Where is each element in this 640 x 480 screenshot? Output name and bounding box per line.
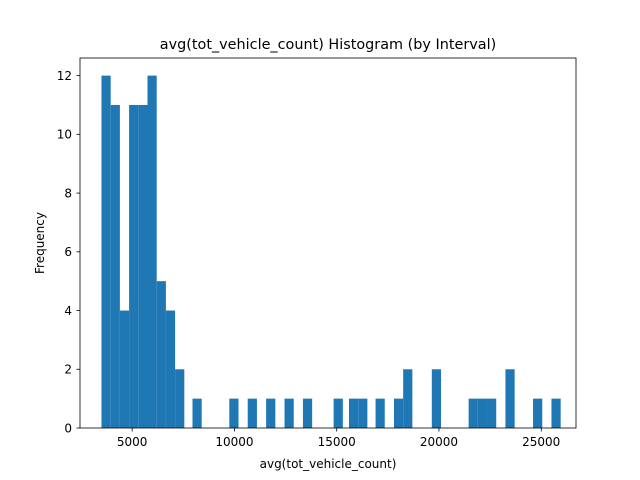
y-tick-label: 12 (57, 69, 72, 83)
histogram-bar (156, 281, 166, 428)
histogram-bar (119, 310, 130, 428)
histogram-bar (229, 398, 239, 428)
histogram-bar (302, 398, 313, 428)
y-tick-label: 6 (64, 245, 72, 259)
histogram-bar (284, 398, 294, 428)
histogram-bar (101, 75, 111, 429)
histogram-bar (533, 398, 543, 428)
histogram-bar (192, 398, 202, 428)
histogram-bar (468, 398, 478, 428)
histogram-bar (505, 369, 515, 428)
y-tick-label: 4 (64, 304, 72, 318)
histogram-bar (138, 104, 148, 428)
y-axis-label: Frequency (33, 212, 47, 274)
histogram-bar (477, 398, 488, 428)
histogram-bar (175, 369, 185, 428)
histogram-bar (165, 310, 176, 428)
histogram-bar (375, 398, 385, 428)
y-tick-label: 2 (64, 363, 72, 377)
histogram-bar (487, 398, 497, 428)
y-axis-ticks: 0 2 4 6 8 10 12 (57, 69, 80, 435)
y-tick-label: 0 (64, 421, 72, 435)
histogram-bar (348, 398, 359, 428)
histogram-bar (129, 104, 139, 428)
y-tick-label: 10 (57, 128, 72, 142)
histogram-bar (247, 398, 257, 428)
histogram-bar (358, 398, 368, 428)
histogram-bar (393, 398, 404, 428)
histogram-bar (147, 75, 157, 429)
y-tick-label: 8 (64, 186, 72, 200)
x-tick-label: 15000 (318, 435, 356, 449)
x-tick-label: 5000 (117, 435, 148, 449)
x-tick-label: 10000 (215, 435, 253, 449)
histogram-bar (403, 369, 413, 428)
histogram-bar (333, 398, 343, 428)
histogram-bar (266, 398, 276, 428)
x-tick-label: 25000 (522, 435, 560, 449)
chart-title: avg(tot_vehicle_count) Histogram (by Int… (160, 37, 496, 53)
histogram-bar (110, 104, 120, 428)
histogram-bar (431, 369, 441, 428)
x-axis-label: avg(tot_vehicle_count) (260, 457, 397, 471)
plot-frame (79, 57, 577, 429)
histogram-bars (101, 75, 561, 429)
histogram-bar (551, 398, 561, 428)
x-axis-ticks: 5000 10000 15000 20000 25000 (117, 428, 560, 449)
x-tick-label: 20000 (420, 435, 458, 449)
